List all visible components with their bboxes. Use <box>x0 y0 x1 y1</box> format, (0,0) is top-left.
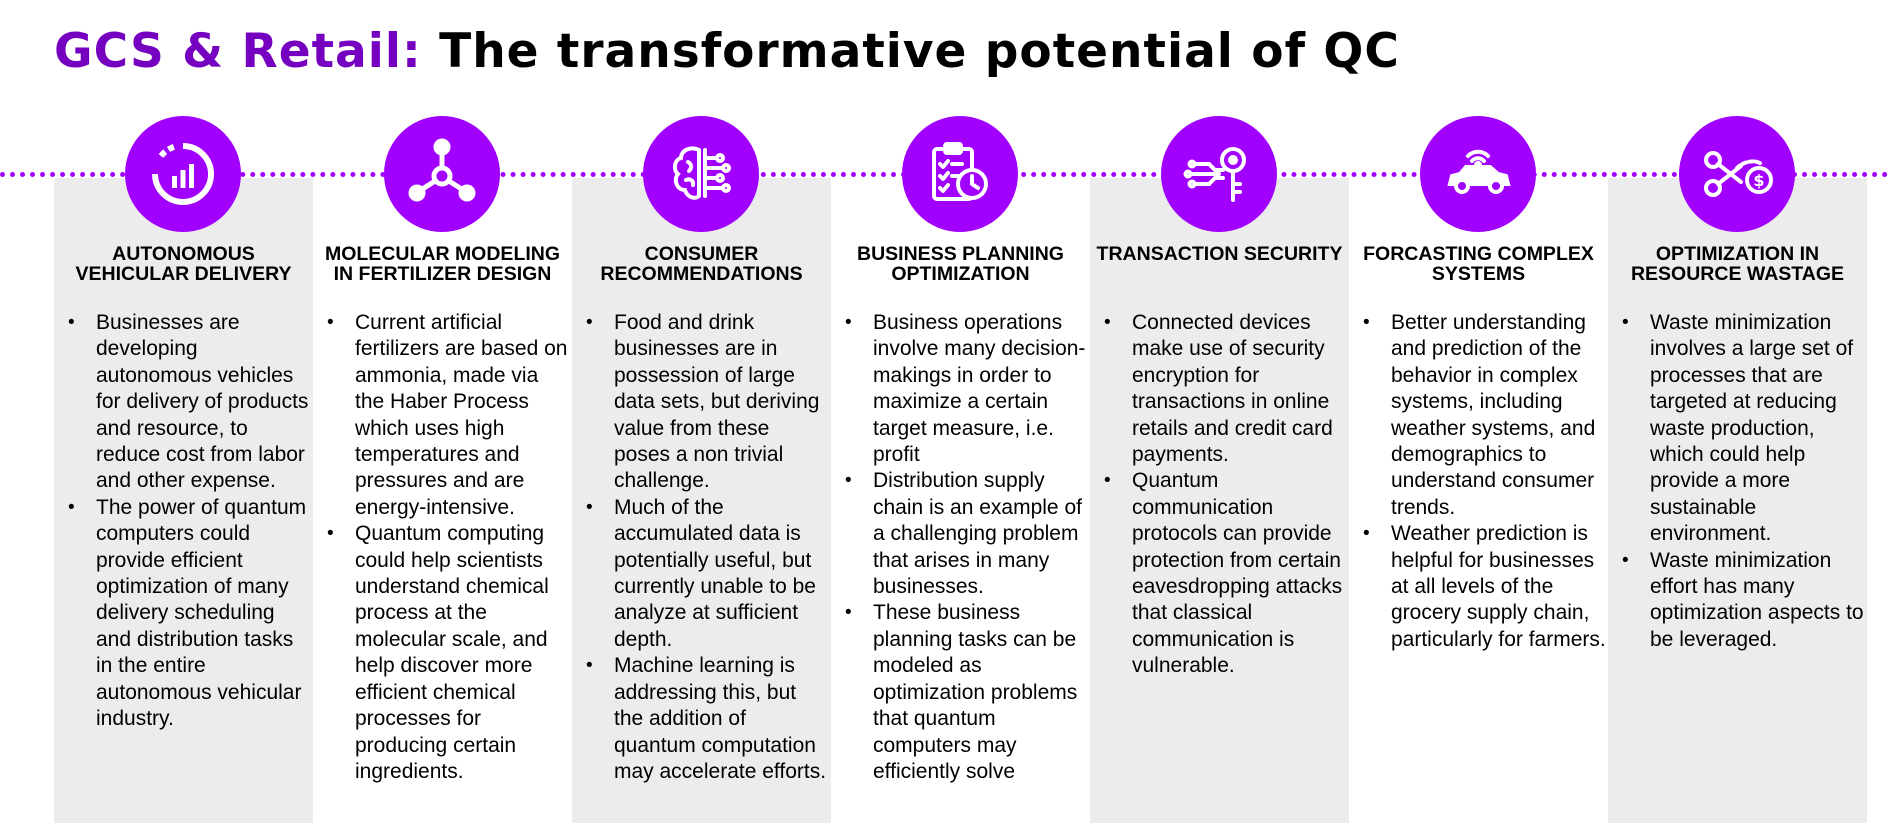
title-main: The transformative potential of QC <box>439 24 1400 79</box>
bullet-item: Connected devices make use of security e… <box>1104 310 1349 468</box>
column-title: Consumer recommendations <box>600 243 803 285</box>
connected-car-icon <box>1420 116 1536 232</box>
page-title: GCS & Retail: The transformative potenti… <box>54 22 1400 82</box>
columns-container: Autonomous vehicular delivery Businesses… <box>54 0 1868 823</box>
molecule-icon <box>384 116 500 232</box>
bullet-item: Businesses are developing autonomous veh… <box>68 310 313 495</box>
bullet-item: Quantum computing could help scientists … <box>327 521 572 785</box>
column-autonomous-delivery: Autonomous vehicular delivery Businesses… <box>54 116 313 823</box>
bullet-item: Much of the accumulated data is potentia… <box>586 495 831 653</box>
column-forecasting: Forcasting complex systems Better unders… <box>1349 116 1608 823</box>
bullet-list: Businesses are developing autonomous veh… <box>68 310 313 733</box>
scissors-money-icon: $ <box>1679 116 1795 232</box>
chart-gauge-icon <box>125 116 241 232</box>
svg-text:$: $ <box>1753 171 1764 190</box>
bullet-item: Food and drink businesses are in possess… <box>586 310 831 495</box>
bullet-item: Better understanding and prediction of t… <box>1363 310 1608 521</box>
column-title: Autonomous vehicular delivery <box>75 243 292 285</box>
column-molecular-modeling: Molecular modeling in fertilizer design … <box>313 116 572 823</box>
circuit-key-icon <box>1161 116 1277 232</box>
column-consumer-recommendations: Consumer recommendations Food and drink … <box>572 116 831 823</box>
bullet-item: Current artificial fertilizers are based… <box>327 310 572 521</box>
bullet-item: Distribution supply chain is an example … <box>845 468 1090 600</box>
bullet-item: Waste minimization involves a large set … <box>1622 310 1867 548</box>
column-title: Business planning optimization <box>857 243 1064 285</box>
bullet-list: Connected devices make use of security e… <box>1104 310 1349 680</box>
column-title: Forcasting complex systems <box>1363 243 1594 285</box>
bullet-item: Weather prediction is helpful for busine… <box>1363 521 1608 653</box>
column-title: Transaction security <box>1096 243 1343 265</box>
column-title: Molecular modeling in fertilizer design <box>324 243 561 285</box>
column-resource-wastage: $ Optimization in resource wastage Waste… <box>1608 116 1867 823</box>
clipboard-clock-icon <box>902 116 1018 232</box>
column-title: Optimization in resource wastage <box>1630 243 1845 285</box>
bullet-list: Business operations involve many decisio… <box>845 310 1090 785</box>
bullet-list: Food and drink businesses are in possess… <box>586 310 831 785</box>
bullet-list: Current artificial fertilizers are based… <box>327 310 572 785</box>
column-business-planning: Business planning optimization Business … <box>831 116 1090 823</box>
bullet-item: Quantum communication protocols can prov… <box>1104 468 1349 679</box>
column-transaction-security: Transaction security Connected devices m… <box>1090 116 1349 823</box>
title-highlight: GCS & Retail: <box>54 24 422 79</box>
bullet-item: Machine learning is addressing this, but… <box>586 653 831 785</box>
bullet-item: These business planning tasks can be mod… <box>845 600 1090 785</box>
brain-circuit-icon <box>643 116 759 232</box>
bullet-list: Better understanding and prediction of t… <box>1363 310 1608 653</box>
bullet-item: Waste minimization effort has many optim… <box>1622 548 1867 654</box>
bullet-item: Business operations involve many decisio… <box>845 310 1090 468</box>
bullet-list: Waste minimization involves a large set … <box>1622 310 1867 653</box>
bullet-item: The power of quantum computers could pro… <box>68 495 313 733</box>
